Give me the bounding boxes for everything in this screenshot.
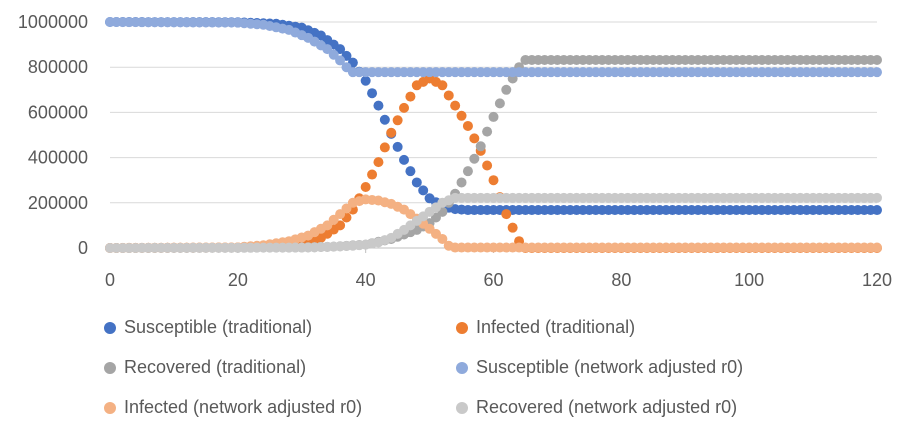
- legend-item: Recovered (network adjusted r0): [456, 397, 737, 418]
- data-point: [456, 177, 467, 188]
- data-point: [430, 212, 441, 223]
- data-point: [335, 44, 346, 55]
- x-tick-label: 40: [356, 270, 376, 290]
- data-point: [872, 205, 882, 216]
- legend-label: Recovered (network adjusted r0): [476, 397, 738, 417]
- data-point: [411, 177, 422, 188]
- data-point: [405, 91, 416, 102]
- data-point: [872, 242, 882, 253]
- legend-marker: [104, 401, 116, 414]
- data-point: [386, 127, 397, 138]
- data-point: [872, 192, 882, 203]
- y-tick-label: 600000: [28, 102, 88, 122]
- x-tick-label: 0: [105, 270, 115, 290]
- data-point: [469, 153, 480, 164]
- data-point: [373, 157, 384, 168]
- data-point: [379, 142, 390, 153]
- data-point: [437, 233, 448, 244]
- data-point: [360, 181, 371, 192]
- data-point: [360, 75, 371, 86]
- data-point: [335, 220, 346, 231]
- data-point: [462, 166, 473, 177]
- data-point: [872, 67, 882, 78]
- legend: Susceptible (traditional) Infected (tradi…: [0, 305, 914, 430]
- legend-item: Infected (traditional): [456, 317, 635, 338]
- data-point: [392, 115, 403, 126]
- data-point: [450, 100, 461, 111]
- legend-item: Susceptible (traditional): [104, 317, 312, 338]
- legend-marker: [456, 401, 468, 414]
- data-point: [399, 102, 410, 113]
- legend-marker: [104, 321, 116, 334]
- legend-marker: [104, 361, 116, 374]
- data-point: [437, 80, 448, 91]
- y-tick-label: 0: [78, 238, 88, 258]
- series-1: [105, 73, 882, 253]
- y-tick-label: 400000: [28, 148, 88, 168]
- data-point: [501, 209, 512, 220]
- data-point: [462, 120, 473, 131]
- data-point: [482, 126, 493, 137]
- legend-marker: [456, 361, 468, 374]
- y-tick-label: 800000: [28, 57, 88, 77]
- legend-marker: [456, 321, 468, 334]
- data-point: [507, 222, 518, 233]
- series-3: [105, 17, 882, 78]
- data-point: [335, 209, 346, 220]
- series-marks: [105, 17, 882, 253]
- data-point: [322, 44, 333, 55]
- data-point: [341, 203, 352, 214]
- data-point: [367, 169, 378, 180]
- data-point: [443, 90, 454, 101]
- legend-label: Susceptible (traditional): [124, 317, 313, 337]
- data-point: [418, 185, 429, 196]
- data-point: [488, 175, 499, 186]
- data-point: [872, 54, 882, 65]
- chart: 0 200000 400000 600000 800000 1000000 0 20 40 60 8…: [18, 12, 892, 290]
- legend-label: Recovered (traditional): [124, 357, 307, 377]
- data-point: [379, 114, 390, 125]
- data-point: [501, 84, 512, 95]
- x-tick-label: 100: [734, 270, 764, 290]
- data-point: [373, 100, 384, 111]
- legend-item: Infected (network adjusted r0): [104, 397, 362, 418]
- data-point: [399, 154, 410, 165]
- data-point: [456, 110, 467, 121]
- data-point: [475, 141, 486, 152]
- data-point: [494, 98, 505, 109]
- data-point: [328, 214, 339, 225]
- data-point: [328, 49, 339, 60]
- data-point: [488, 111, 499, 122]
- x-tick-label: 20: [228, 270, 248, 290]
- data-point: [322, 220, 333, 231]
- data-point: [335, 55, 346, 66]
- y-tick-label: 200000: [28, 193, 88, 213]
- series-5: [105, 192, 882, 253]
- data-point: [469, 133, 480, 144]
- x-tick-label: 60: [483, 270, 503, 290]
- data-point: [405, 166, 416, 177]
- legend-item: Susceptible (network adjusted r0): [456, 357, 743, 378]
- x-tick-label: 80: [611, 270, 631, 290]
- legend-label: Infected (network adjusted r0): [124, 397, 363, 417]
- legend-label: Infected (traditional): [476, 317, 636, 337]
- series-2: [105, 54, 882, 253]
- legend-item: Recovered (traditional): [104, 357, 306, 378]
- data-point: [392, 141, 403, 152]
- data-point: [367, 88, 378, 99]
- y-tick-label: 1000000: [18, 12, 88, 32]
- x-tick-label: 120: [862, 270, 892, 290]
- legend-label: Susceptible (network adjusted r0): [476, 357, 744, 377]
- data-point: [482, 160, 493, 171]
- tick-labels: 0 200000 400000 600000 800000 1000000 0 20 40 60 8…: [18, 12, 892, 290]
